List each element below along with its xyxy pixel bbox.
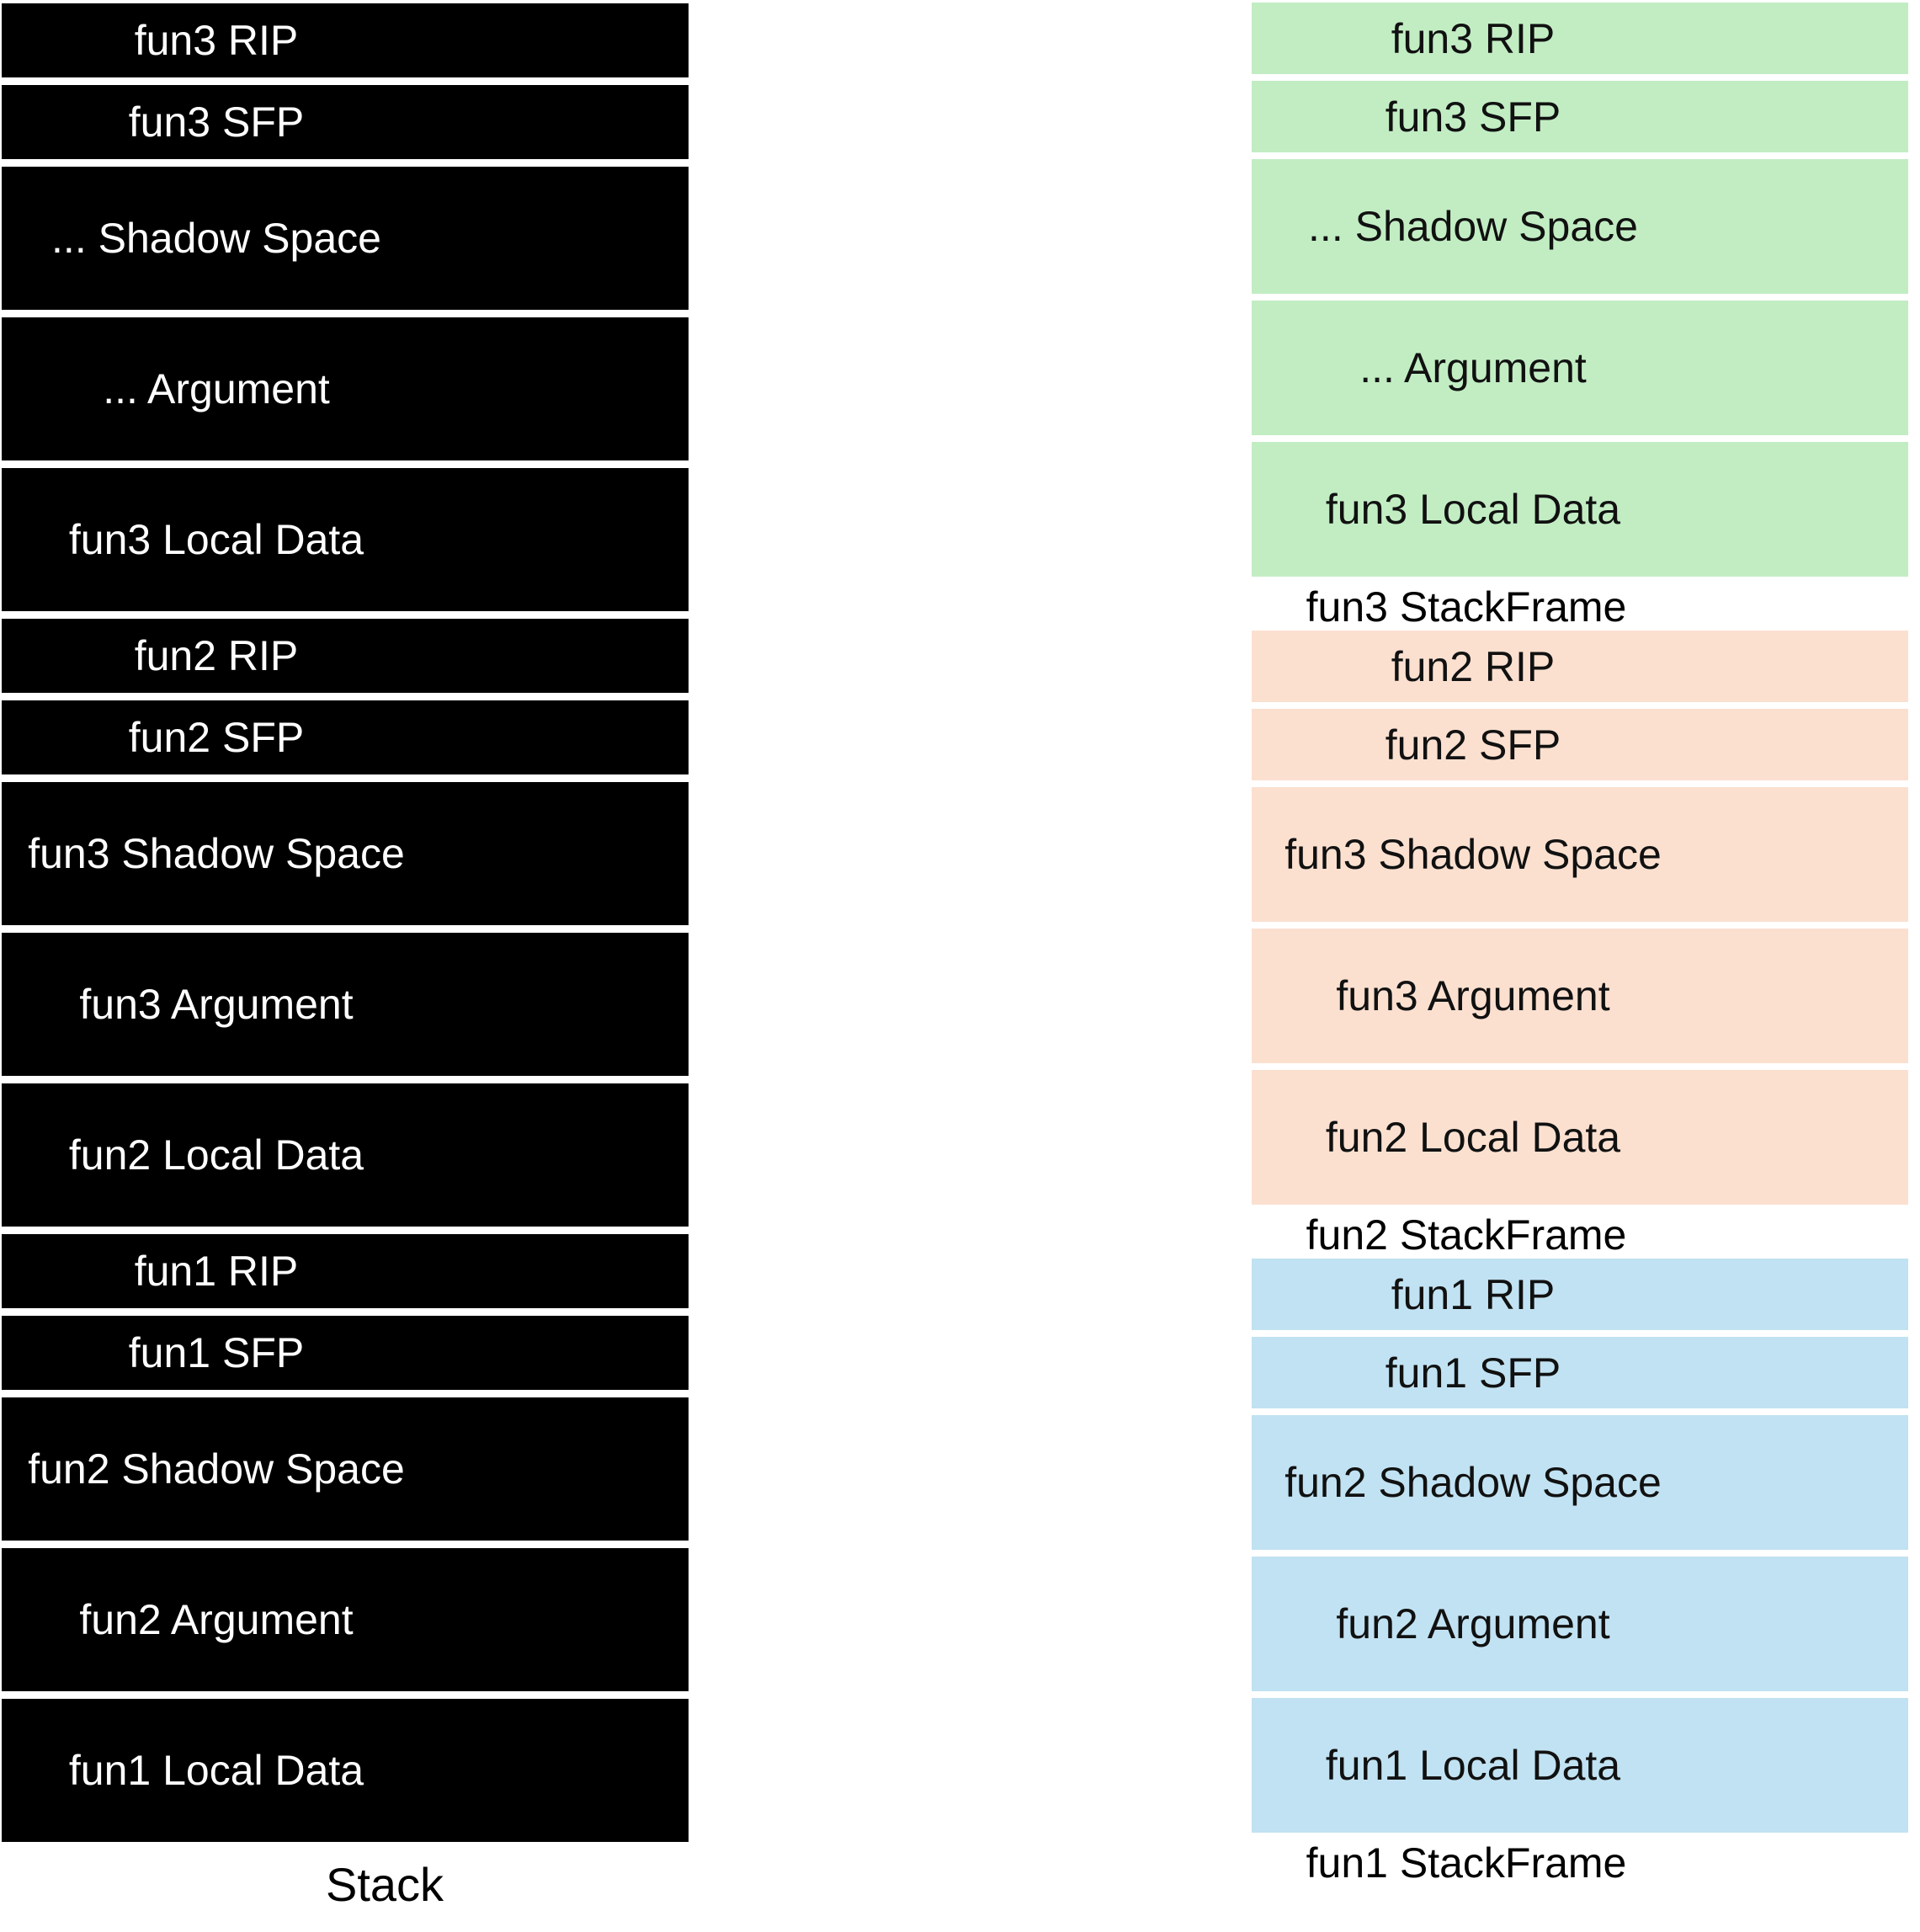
stack-cell-text: ... Argument: [103, 365, 330, 412]
stackframe-cell-text: ... Shadow Space: [1308, 203, 1638, 250]
stackframe-cell-text: fun3 RIP: [1391, 14, 1556, 62]
stack-cell: fun3 SFP: [2, 85, 689, 159]
stackframe-cell: fun2 Local Data: [1252, 1070, 1908, 1205]
stack-cell-text: fun3 SFP: [128, 98, 305, 146]
stack-cell: fun3 Argument: [2, 933, 689, 1076]
stack-cell: ... Argument: [2, 317, 689, 460]
stackframe-cell: fun2 RIP: [1252, 631, 1908, 702]
stackframe-cell: fun2 Shadow Space: [1252, 1415, 1908, 1550]
stack-cell-text: fun2 RIP: [134, 632, 299, 679]
stackframe-cell-text: fun3 Shadow Space: [1284, 831, 1662, 878]
stackframe-cell: fun3 Shadow Space: [1252, 787, 1908, 922]
stackframe-cell-text: fun3 SFP: [1385, 93, 1561, 141]
stackframe-cell-text: fun1 Local Data: [1325, 1742, 1621, 1789]
stackframe-cell-text: fun2 Argument: [1336, 1600, 1610, 1647]
stack-column-label: Stack: [325, 1857, 444, 1911]
stackframe-cell: fun1 SFP: [1252, 1337, 1908, 1408]
stack-cell-text: fun1 SFP: [128, 1329, 305, 1376]
stack-cell: fun3 Local Data: [2, 468, 689, 611]
stackframe-group: fun1 RIP fun1 SFP fun2 Shadow Space fun2 Ar…: [1252, 1259, 1908, 1887]
stackframe-cell-text: fun3 Argument: [1336, 972, 1610, 1019]
stackframe-cell-text: fun2 RIP: [1391, 642, 1556, 690]
stack-cell-text: fun3 RIP: [134, 17, 299, 64]
stack-cells: fun3 RIP fun3 SFP ... Shadow Space ... Argu…: [2, 3, 689, 1842]
stack-cell-text: fun3 Argument: [79, 981, 354, 1028]
stackframe-cell-text: fun2 SFP: [1385, 721, 1561, 769]
stackframe-group: fun3 RIP fun3 SFP ... Shadow Space ... Argu…: [1252, 3, 1908, 631]
stack-cell: fun1 SFP: [2, 1316, 689, 1390]
stack-cell-text: fun2 Shadow Space: [28, 1445, 405, 1493]
stack-cell: fun2 RIP: [2, 619, 689, 693]
stack-cell-text: ... Shadow Space: [51, 215, 381, 262]
stackframe-cell: fun1 RIP: [1252, 1259, 1908, 1330]
stack-cell: fun1 RIP: [2, 1234, 689, 1308]
stackframe-label: fun2 StackFrame: [1306, 1211, 1627, 1259]
stackframe-cell: fun2 Argument: [1252, 1557, 1908, 1691]
stack-cell-text: fun2 SFP: [128, 714, 305, 761]
stack-cell: fun3 RIP: [2, 3, 689, 77]
stackframe-cell: ... Shadow Space: [1252, 159, 1908, 294]
stackframe-cell-text: fun1 RIP: [1391, 1270, 1556, 1318]
stack-cell: fun3 Shadow Space: [2, 782, 689, 925]
stackframe-cell-text: fun3 Local Data: [1325, 486, 1621, 533]
stack-cell: fun2 Local Data: [2, 1083, 689, 1227]
stackframe-cell: fun3 RIP: [1252, 3, 1908, 74]
stackframe-cell: fun3 SFP: [1252, 81, 1908, 152]
stackframe-cell-text: ... Argument: [1359, 344, 1587, 391]
stack-cell-text: fun2 Argument: [79, 1596, 354, 1643]
stack-cell: fun2 Shadow Space: [2, 1397, 689, 1541]
stack-cell: ... Shadow Space: [2, 167, 689, 310]
stackframe-label: fun3 StackFrame: [1306, 583, 1627, 631]
stack-column: fun3 RIP fun3 SFP ... Shadow Space ... Argu…: [2, 3, 689, 1919]
stackframe-cell: fun2 SFP: [1252, 709, 1908, 780]
stack-cell: fun1 Local Data: [2, 1699, 689, 1842]
stackframe-cell-text: fun2 Shadow Space: [1284, 1459, 1662, 1506]
stack-cell-text: fun2 Local Data: [68, 1131, 364, 1179]
stackframe-column: fun3 RIP fun3 SFP ... Shadow Space ... Argu…: [1252, 3, 1908, 1887]
stackframe-group: fun2 RIP fun2 SFP fun3 Shadow Space fun3 Ar…: [1252, 631, 1908, 1259]
stack-cell-text: fun3 Local Data: [68, 516, 364, 563]
stack-cell-text: fun1 RIP: [134, 1248, 299, 1295]
stackframe-cell: ... Argument: [1252, 301, 1908, 435]
stack-cell: fun2 SFP: [2, 700, 689, 774]
stackframe-cell: fun3 Argument: [1252, 929, 1908, 1063]
stackframe-cell-text: fun2 Local Data: [1325, 1114, 1621, 1161]
stackframe-label: fun1 StackFrame: [1306, 1839, 1627, 1887]
stack-cell-text: fun1 Local Data: [68, 1747, 364, 1794]
stackframe-cell: fun1 Local Data: [1252, 1698, 1908, 1833]
stackframe-cell-text: fun1 SFP: [1385, 1349, 1561, 1397]
stackframe-cell: fun3 Local Data: [1252, 442, 1908, 577]
stack-cell-text: fun3 Shadow Space: [28, 830, 405, 877]
stack-cell: fun2 Argument: [2, 1548, 689, 1691]
